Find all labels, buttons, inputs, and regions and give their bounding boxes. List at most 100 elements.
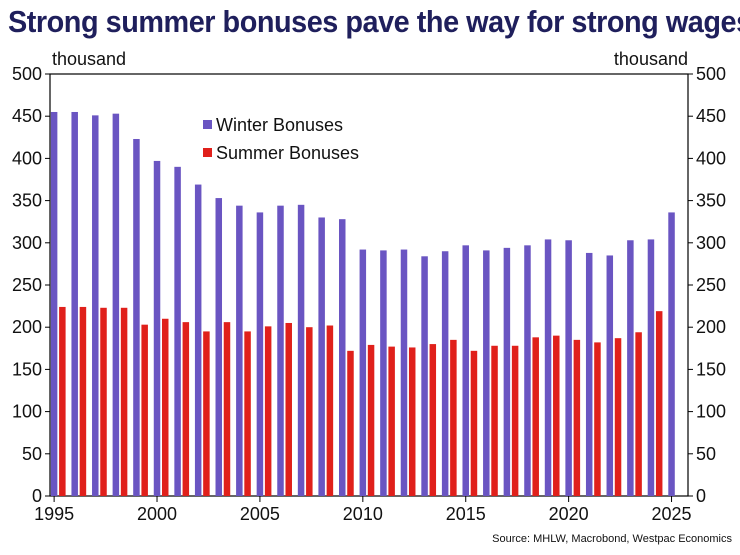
winter-bar — [483, 250, 490, 496]
summer-bar — [162, 318, 169, 496]
summer-bar — [594, 342, 601, 496]
x-tick-label: 2020 — [549, 504, 589, 524]
summer-bar — [182, 322, 190, 496]
left-tick-label: 250 — [12, 275, 42, 295]
right-tick-label: 500 — [696, 64, 726, 84]
winter-bar — [400, 249, 408, 496]
right-tick-label: 300 — [696, 233, 726, 253]
winter-bar — [627, 240, 634, 496]
summer-bar — [347, 350, 354, 496]
winter-bar — [297, 204, 305, 496]
left-tick-label: 0 — [32, 486, 42, 506]
winter-bar — [174, 166, 181, 496]
right-tick-label: 50 — [696, 444, 716, 464]
winter-bar — [112, 113, 120, 497]
summer-bar — [614, 338, 622, 496]
left-tick-label: 350 — [12, 191, 42, 211]
right-tick-label: 450 — [696, 106, 726, 126]
winter-bar — [441, 251, 449, 496]
left-tick-label: 100 — [12, 402, 42, 422]
left-tick-label: 500 — [12, 64, 42, 84]
winter-bar — [544, 239, 552, 497]
winter-bar — [133, 138, 140, 497]
summer-bar — [429, 344, 437, 496]
summer-bar — [532, 337, 539, 496]
winter-bar — [50, 111, 58, 496]
winter-bar — [421, 256, 428, 496]
x-tick-label: 2025 — [652, 504, 692, 524]
winter-bar — [277, 205, 284, 496]
right-tick-label: 400 — [696, 148, 726, 168]
summer-bar — [203, 331, 210, 496]
winter-bar — [524, 245, 531, 496]
chart-title: Strong summer bonuses pave the way for s… — [8, 4, 740, 39]
winter-bar — [503, 247, 511, 496]
summer-bar — [79, 306, 87, 496]
left-y-axis: 0 50 100 150 200 250 300 350 400 450 500 — [12, 64, 50, 506]
left-tick-label: 400 — [12, 148, 42, 168]
winter-bar — [359, 249, 367, 496]
right-tick-label: 200 — [696, 317, 726, 337]
legend: Winter Bonuses Summer Bonuses — [203, 115, 359, 163]
winter-bar — [256, 212, 264, 497]
right-tick-label: 100 — [696, 402, 726, 422]
summer-bar — [450, 339, 457, 496]
winter-bar — [668, 212, 675, 497]
summer-bar — [223, 322, 231, 496]
summer-bar — [655, 311, 663, 496]
x-axis: 1995 2000 2005 2010 2015 2020 2025 — [34, 496, 692, 524]
winter-bar — [194, 184, 202, 496]
winter-bar — [215, 198, 223, 496]
winter-bar — [585, 252, 593, 496]
summer-bar — [491, 345, 498, 496]
winter-bar — [92, 115, 99, 497]
summer-bar — [120, 307, 128, 496]
x-tick-label: 2015 — [446, 504, 486, 524]
right-tick-label: 0 — [696, 486, 706, 506]
x-tick-label: 2000 — [137, 504, 177, 524]
summer-bar — [306, 327, 313, 496]
summer-bar — [141, 324, 148, 496]
winter-bar — [153, 160, 161, 496]
x-tick-label: 2010 — [343, 504, 383, 524]
summer-bar — [100, 307, 107, 496]
left-tick-label: 300 — [12, 233, 42, 253]
right-axis-unit: thousand — [614, 49, 688, 69]
winter-bar — [565, 240, 572, 496]
summer-bar — [326, 325, 334, 496]
summer-bar — [367, 344, 375, 496]
left-tick-label: 200 — [12, 317, 42, 337]
winter-bar — [647, 239, 655, 497]
summer-bar — [573, 339, 581, 496]
summer-bar — [264, 326, 272, 496]
summer-bar — [59, 306, 66, 496]
legend-label: Winter Bonuses — [216, 115, 343, 135]
winter-bar — [462, 245, 469, 496]
right-tick-label: 150 — [696, 359, 726, 379]
legend-label: Summer Bonuses — [216, 143, 359, 163]
right-tick-label: 350 — [696, 191, 726, 211]
right-tick-label: 250 — [696, 275, 726, 295]
summer-bar — [553, 335, 560, 496]
winter-bar — [339, 219, 346, 497]
x-tick-label: 2005 — [240, 504, 280, 524]
bars — [50, 111, 675, 497]
winter-bar — [380, 250, 387, 496]
summer-bar — [244, 331, 251, 496]
winter-bar — [236, 205, 243, 496]
winter-bar — [606, 255, 614, 496]
left-tick-label: 450 — [12, 106, 42, 126]
source-note: Source: MHLW, Macrobond, Westpac Economi… — [492, 533, 732, 545]
left-tick-label: 150 — [12, 359, 42, 379]
right-y-axis: 0 50 100 150 200 250 300 350 400 450 500 — [688, 64, 726, 506]
summer-bar — [408, 347, 416, 496]
x-tick-label: 1995 — [34, 504, 74, 524]
legend-swatch — [203, 120, 212, 129]
summer-bar — [635, 332, 642, 496]
winter-bar — [318, 217, 325, 497]
summer-bar — [511, 345, 519, 496]
winter-bar — [71, 111, 78, 496]
left-tick-label: 50 — [22, 444, 42, 464]
left-axis-unit: thousand — [52, 49, 126, 69]
